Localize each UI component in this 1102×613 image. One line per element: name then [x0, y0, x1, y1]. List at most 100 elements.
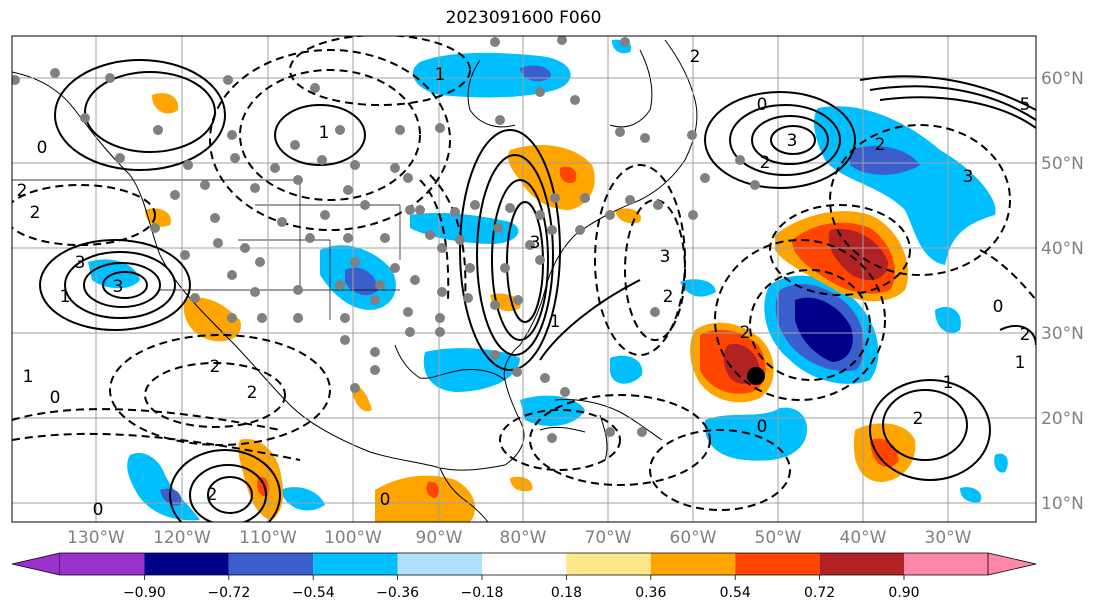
colorbar-tick-label: −0.36 [376, 585, 419, 601]
anomaly-shading [88, 39, 1008, 522]
colorbar-tick-label: 0.36 [635, 585, 666, 601]
lon-label: 110°W [239, 528, 297, 548]
lat-label: 10°N [1041, 494, 1084, 514]
lat-label: 40°N [1041, 239, 1084, 259]
neg-shade-atl-sw [704, 407, 808, 461]
contour-label: 0 [37, 138, 48, 158]
pos-shade-nw1 [152, 93, 179, 114]
lat-label: 20°N [1041, 409, 1084, 429]
neg-shade-pacific-s [280, 487, 325, 511]
colorbar-segment [482, 553, 567, 575]
lon-label: 30°W [925, 528, 972, 548]
colorbar-segment [313, 553, 398, 575]
colorbar-high-extend [987, 552, 1037, 576]
contour-label: 3 [787, 131, 798, 151]
colorbar-segment [60, 553, 145, 575]
contour-label: 0 [757, 417, 768, 437]
lon-label: 130°W [67, 528, 125, 548]
contour-label: 2 [207, 485, 218, 505]
neg-shade-hudson-core [520, 65, 551, 82]
lat-label: 30°N [1041, 324, 1084, 344]
contour-label: 1 [319, 123, 330, 143]
lon-label: 90°W [416, 528, 463, 548]
neg-shade-atl-ne-core [850, 145, 920, 175]
contour-label: 2 [690, 47, 701, 67]
map-gridlines [12, 36, 1036, 522]
contour-label: 0 [93, 500, 104, 520]
contour-label: 1 [435, 65, 446, 85]
contour-label: 2 [875, 135, 886, 155]
colorbar-segment [904, 553, 988, 575]
contour-label: 3 [660, 247, 671, 267]
contour-label: 2 [210, 357, 221, 377]
colorbar-segment [819, 553, 904, 575]
colorbar-tick-label: −0.54 [292, 585, 335, 601]
colorbar-segment [650, 553, 736, 575]
contour-label: 3 [75, 253, 86, 273]
pos-shade-sw [183, 297, 241, 342]
lon-label: 120°W [153, 528, 211, 548]
pos-shade-cam [375, 475, 475, 522]
contour-label: 2 [30, 203, 41, 223]
neg-shade-hudson [412, 52, 571, 98]
contour-label: 5 [1020, 95, 1031, 115]
neg-shade-lakes [410, 212, 519, 244]
contour-label: 3 [113, 277, 124, 297]
latitude-labels: 60°N 50°N 40°N 30°N 20°N 10°N [1041, 69, 1084, 514]
neg-shade-atl-ne [814, 106, 996, 265]
lon-label: 80°W [500, 528, 547, 548]
station-markers [12, 36, 760, 443]
neg-shade-atl-mid-core [795, 297, 853, 362]
lat-label: 60°N [1041, 69, 1084, 89]
colorbar-segment [397, 553, 482, 575]
colorbar-tick-label: −0.90 [123, 585, 166, 601]
pos-shade-car [510, 476, 533, 492]
contour-label: 2 [913, 409, 924, 429]
contour-label: 1 [550, 312, 561, 332]
contour-label: 1 [943, 373, 954, 393]
neg-shade-se [960, 487, 982, 503]
contour-label: 2 [663, 287, 674, 307]
lon-label: 70°W [585, 528, 632, 548]
colorbar-tick-label: 0.54 [720, 585, 751, 601]
colorbar-tick-label: 0.72 [804, 585, 835, 601]
neg-shade-far-e [994, 453, 1008, 473]
colorbar-tick-label: −0.72 [207, 585, 250, 601]
map-title: 2023091600 F060 [445, 8, 602, 28]
pos-shade-cam-core [426, 481, 439, 498]
contour-label: 2 [1020, 325, 1031, 345]
pos-shade-nw2 [145, 208, 171, 227]
neg-shade-atl-small1 [680, 279, 716, 297]
dashed-contours [12, 36, 1036, 511]
colorbar-segment [735, 553, 820, 575]
lon-label: 50°W [755, 528, 802, 548]
colorbar-tick-label: −0.18 [461, 585, 504, 601]
contour-label: 0 [993, 297, 1004, 317]
contour-label: 2 [247, 383, 258, 403]
colorbar-segment [144, 553, 229, 575]
contour-label: 0 [757, 95, 768, 115]
colorbar-tick-label: 0.18 [551, 585, 582, 601]
map-frame [11, 35, 1037, 523]
contour-label: 1 [60, 287, 71, 307]
colorbar: −0.90 −0.72 −0.54 −0.36 −0.18 0.18 0.36 … [11, 552, 1037, 601]
storm-center-marker [747, 367, 765, 385]
contour-label: 2 [17, 181, 28, 201]
lon-label: 100°W [324, 528, 382, 548]
pos-shade-ontario-core [559, 166, 577, 184]
lon-label: 60°W [670, 528, 717, 548]
contour-label: 2 [760, 153, 771, 173]
contour-label: 3 [530, 233, 541, 253]
contour-label: 2 [740, 323, 751, 343]
lat-label: 50°N [1041, 154, 1084, 174]
colorbar-segment [566, 553, 651, 575]
colorbar-tick-label: 0.90 [888, 585, 919, 601]
contour-label: 1 [23, 367, 34, 387]
neg-shade-atl-small2 [610, 355, 643, 384]
contour-label: 0 [380, 490, 391, 510]
lon-label: 40°W [840, 528, 887, 548]
contour-label: 0 [50, 388, 61, 408]
contour-label: 3 [963, 167, 974, 187]
colorbar-low-extend [11, 552, 61, 576]
